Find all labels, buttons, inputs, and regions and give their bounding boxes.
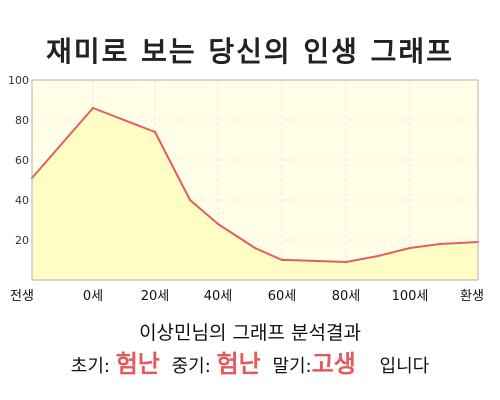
- y-tick-label: 80: [15, 114, 29, 127]
- data-point: [286, 258, 290, 262]
- late-label: 말기:: [272, 356, 312, 377]
- early-label: 초기:: [70, 356, 110, 377]
- x-tick-label: 40세: [204, 289, 233, 304]
- early-value: 험난: [115, 350, 160, 378]
- data-point: [376, 254, 380, 258]
- x-tick-label: 전생: [10, 289, 34, 304]
- data-point: [253, 246, 257, 250]
- x-tick-label: 0세: [83, 289, 103, 304]
- data-point: [408, 246, 412, 250]
- x-tick-label: 20세: [141, 289, 170, 304]
- data-point: [344, 260, 348, 264]
- axis-layer: [31, 79, 479, 281]
- data-point: [91, 106, 95, 110]
- x-tick-label: 60세: [268, 289, 297, 304]
- x-tick-label: 80세: [332, 289, 361, 304]
- middle-label: 중기:: [171, 356, 211, 377]
- data-point: [216, 222, 220, 226]
- chart-title: 재미로 보는 당신의 인생 그래프: [46, 35, 454, 68]
- x-tick-labels: 전생 0세 20세 40세 60세 80세 100세 환생: [10, 289, 484, 304]
- x-tick-label: 환생: [460, 289, 484, 304]
- y-tick-label: 40: [15, 194, 29, 207]
- y-tick-label: 60: [15, 154, 29, 167]
- area-fill: [32, 108, 478, 280]
- data-point: [280, 258, 284, 262]
- analysis-caption: 이상민님의 그래프 분석결과: [139, 322, 361, 344]
- life-graph-chart: 20 40 60 80 100 전생 0세 20세 40세 60세 80세 100세 환생: [8, 74, 484, 304]
- late-value: 고생: [311, 350, 356, 378]
- y-tick-labels: 20 40 60 80 100: [8, 74, 29, 247]
- x-tick-label: 100세: [392, 289, 429, 304]
- area-layer: [30, 106, 480, 280]
- ending-text: 입니다: [379, 356, 430, 377]
- data-point: [188, 198, 192, 202]
- y-tick-label: 100: [8, 74, 29, 87]
- y-tick-label: 20: [15, 234, 29, 247]
- analysis-verdict: 초기: 험난 중기: 험난 말기:고생 입니다: [0, 344, 500, 379]
- data-point: [153, 130, 157, 134]
- middle-value: 험난: [216, 350, 261, 378]
- data-point: [438, 242, 442, 246]
